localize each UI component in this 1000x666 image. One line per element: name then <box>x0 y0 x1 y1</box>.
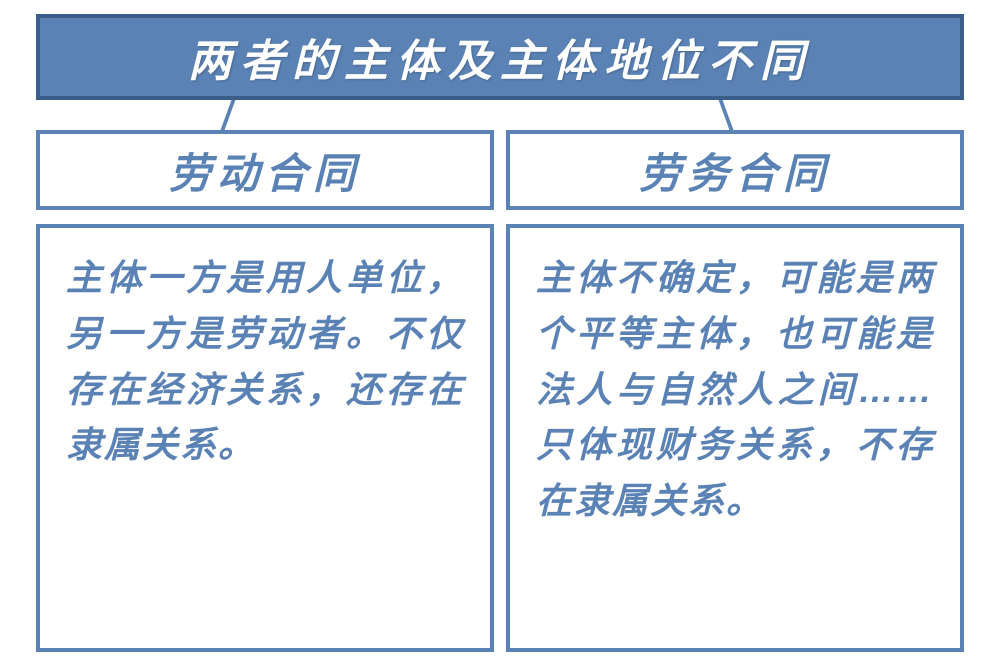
connector-left <box>221 100 282 130</box>
connector-region <box>36 100 964 130</box>
subheader-left: 劳动合同 <box>36 130 494 210</box>
subheader-left-title: 劳动合同 <box>169 140 361 201</box>
subheader-right-title: 劳务合同 <box>639 140 831 201</box>
columns-row: 劳动合同 主体一方是用人单位，另一方是劳动者。不仅存在经济关系，还存在隶属关系。… <box>36 130 964 652</box>
connector-right <box>719 100 780 130</box>
header-box: 两者的主体及主体地位不同 <box>36 14 964 100</box>
column-right: 劳务合同 主体不确定，可能是两个平等主体，也可能是法人与自然人之间……只体现财务… <box>506 130 964 652</box>
header-title: 两者的主体及主体地位不同 <box>188 25 812 89</box>
content-left-text: 主体一方是用人单位，另一方是劳动者。不仅存在经济关系，还存在隶属关系。 <box>66 250 464 473</box>
content-box-left: 主体一方是用人单位，另一方是劳动者。不仅存在经济关系，还存在隶属关系。 <box>36 224 494 652</box>
column-left: 劳动合同 主体一方是用人单位，另一方是劳动者。不仅存在经济关系，还存在隶属关系。 <box>36 130 494 652</box>
diagram-container: 两者的主体及主体地位不同 劳动合同 主体一方是用人单位，另一方是劳动者。不仅存在… <box>36 14 964 652</box>
subheader-right: 劳务合同 <box>506 130 964 210</box>
content-right-text: 主体不确定，可能是两个平等主体，也可能是法人与自然人之间……只体现财务关系，不存… <box>536 250 934 529</box>
content-box-right: 主体不确定，可能是两个平等主体，也可能是法人与自然人之间……只体现财务关系，不存… <box>506 224 964 652</box>
